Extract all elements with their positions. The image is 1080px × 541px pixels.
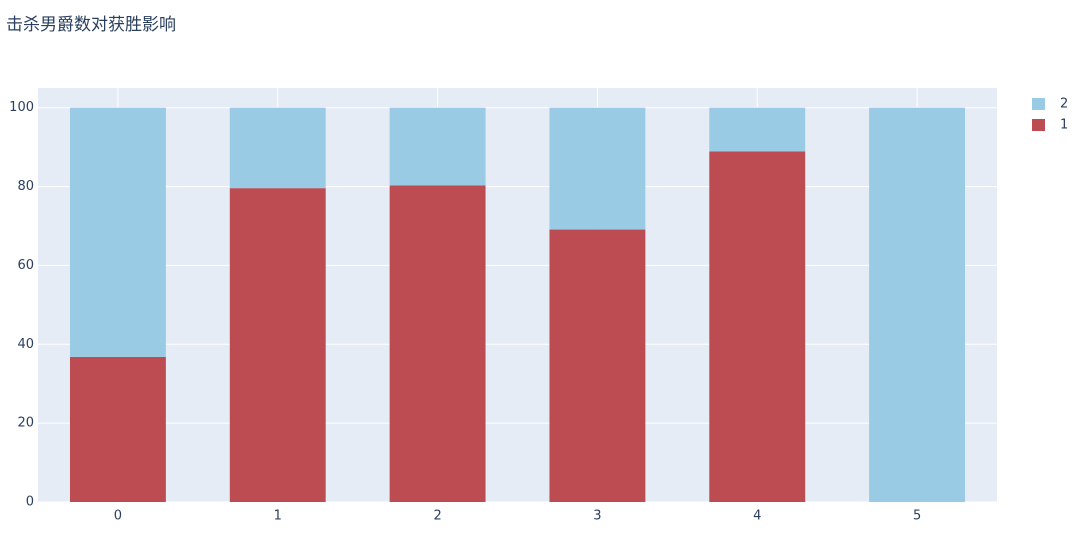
bar [69, 107, 166, 357]
bar [229, 188, 326, 503]
y-tick-label: 60 [17, 258, 34, 273]
y-tick-label: 0 [26, 495, 34, 510]
bar [709, 151, 806, 503]
bar [709, 107, 806, 152]
y-tick-label: 40 [17, 337, 34, 352]
x-tick-label: 3 [593, 509, 601, 524]
x-tick-label: 2 [433, 509, 441, 524]
x-tick-label: 0 [114, 509, 122, 524]
y-tick-label: 100 [9, 100, 34, 115]
y-tick-label: 20 [17, 416, 34, 431]
legend-label[interactable]: 1 [1060, 118, 1068, 133]
plot-background [38, 88, 997, 502]
x-tick-label: 1 [274, 509, 282, 524]
legend-swatch[interactable] [1032, 98, 1045, 110]
bar [389, 107, 486, 186]
bar [549, 229, 646, 502]
y-tick-label: 80 [17, 179, 34, 194]
bar [549, 107, 646, 230]
legend-swatch[interactable] [1032, 119, 1045, 131]
x-tick-label: 4 [753, 509, 761, 524]
legend-label[interactable]: 2 [1060, 97, 1068, 112]
chart-title: 击杀男爵数对获胜影响 [6, 15, 176, 35]
bar [389, 185, 486, 503]
bar [229, 107, 326, 189]
bar [869, 107, 966, 502]
bar [69, 356, 166, 502]
x-tick-label: 5 [913, 509, 921, 524]
